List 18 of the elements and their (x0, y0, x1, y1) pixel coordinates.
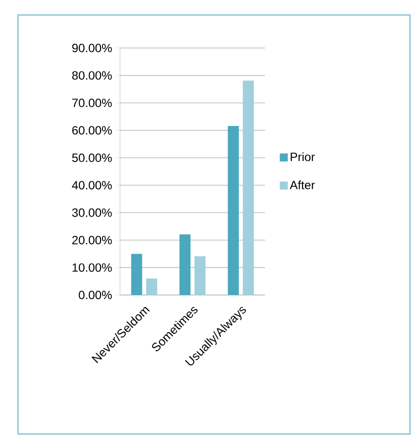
bar (228, 126, 239, 295)
y-tick-label: 10.00% (72, 263, 112, 272)
bar (242, 80, 254, 295)
y-tick-label: 30.00% (72, 208, 112, 217)
y-tick-label: 80.00% (72, 71, 112, 80)
y-tick-label: 90.00% (72, 44, 112, 52)
bar (194, 256, 206, 295)
legend-label: After (290, 180, 315, 190)
y-tick-label: 70.00% (72, 98, 112, 108)
bar (146, 278, 158, 295)
y-tick-label: 50.00% (72, 154, 112, 162)
y-tick-label: 0.00% (78, 290, 112, 300)
y-tick-label: 20.00% (72, 236, 112, 244)
bar (131, 254, 142, 295)
legend-label: Prior (290, 152, 315, 162)
y-tick-label: 60.00% (72, 126, 112, 135)
y-tick-label: 40.00% (72, 180, 112, 190)
bar (180, 234, 190, 295)
